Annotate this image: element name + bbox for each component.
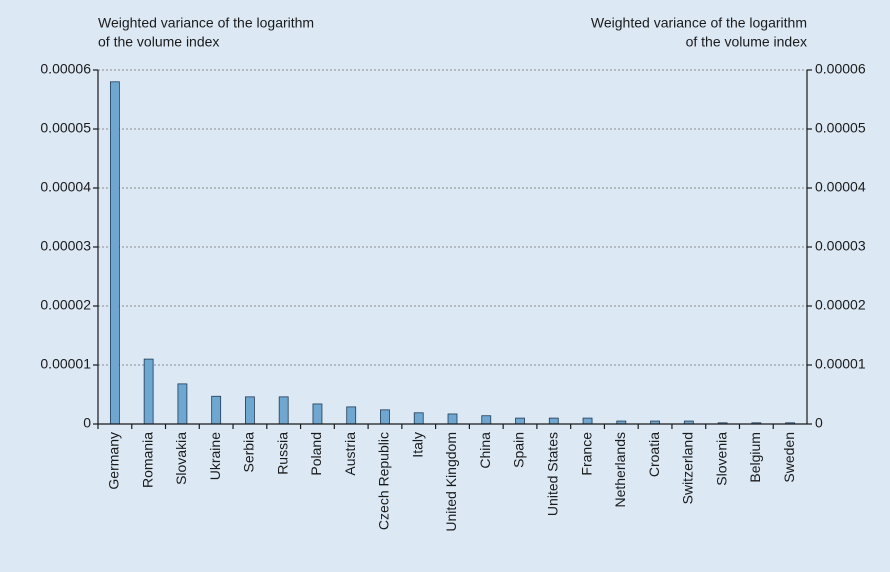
y2-tick-label: 0.00005 (815, 120, 866, 136)
x-tick-label: Slovenia (713, 432, 729, 486)
y-tick-label: 0.00002 (40, 297, 91, 313)
y-tick-label: 0.00004 (40, 179, 91, 195)
y-tick-label: 0.00001 (40, 356, 91, 372)
x-tick-label: Sweden (781, 432, 797, 483)
x-tick-label: Belgium (747, 432, 763, 483)
y2-tick-label: 0.00002 (815, 297, 866, 313)
y-tick-label: 0.00005 (40, 120, 91, 136)
x-tick-label: Serbia (241, 432, 257, 473)
x-tick-label: Ukraine (207, 432, 223, 480)
bar (177, 383, 188, 425)
bar (413, 412, 424, 425)
x-tick-label: Switzerland (680, 432, 696, 504)
y-tick-label: 0.00003 (40, 238, 91, 254)
x-tick-label: France (578, 432, 594, 476)
y-tick-label: 0 (83, 415, 91, 431)
x-tick-label: Romania (139, 432, 155, 488)
x-tick-label: Slovakia (173, 432, 189, 485)
y2-tick-label: 0.00006 (815, 61, 866, 77)
bar (447, 413, 458, 425)
bar (481, 415, 492, 425)
y-tick-label: 0.00006 (40, 61, 91, 77)
x-tick-label: United Kingdom (443, 432, 459, 532)
bar (278, 396, 289, 425)
bar (548, 417, 559, 425)
x-tick-label: Spain (511, 432, 527, 468)
y2-axis-title: of the volume index (686, 34, 807, 50)
x-tick-label: Germany (106, 432, 122, 490)
x-tick-label: Croatia (646, 432, 662, 477)
y2-tick-label: 0.00001 (815, 356, 866, 372)
x-tick-label: Italy (409, 432, 425, 458)
x-tick-label: Czech Republic (376, 432, 392, 530)
bar (515, 417, 525, 425)
x-tick-label: Austria (342, 432, 358, 476)
bar (582, 417, 593, 425)
bar (245, 396, 255, 425)
x-tick-label: Netherlands (612, 432, 628, 508)
bar (312, 403, 323, 425)
y2-tick-label: 0.00004 (815, 179, 866, 195)
x-tick-label: China (477, 432, 493, 469)
y-axis-title: of the volume index (98, 34, 219, 50)
y2-axis-title: Weighted variance of the logarithm (591, 15, 807, 31)
x-tick-label: Russia (274, 432, 290, 475)
x-tick-label: United States (544, 432, 560, 516)
y2-tick-label: 0.00003 (815, 238, 866, 254)
bar (346, 406, 357, 425)
y-axis-title: Weighted variance of the logarithm (98, 15, 314, 31)
x-tick-label: Poland (308, 432, 324, 476)
bar (109, 81, 120, 425)
bar (211, 395, 222, 425)
bar (380, 409, 390, 425)
bar (143, 358, 154, 425)
y2-tick-label: 0 (815, 415, 823, 431)
